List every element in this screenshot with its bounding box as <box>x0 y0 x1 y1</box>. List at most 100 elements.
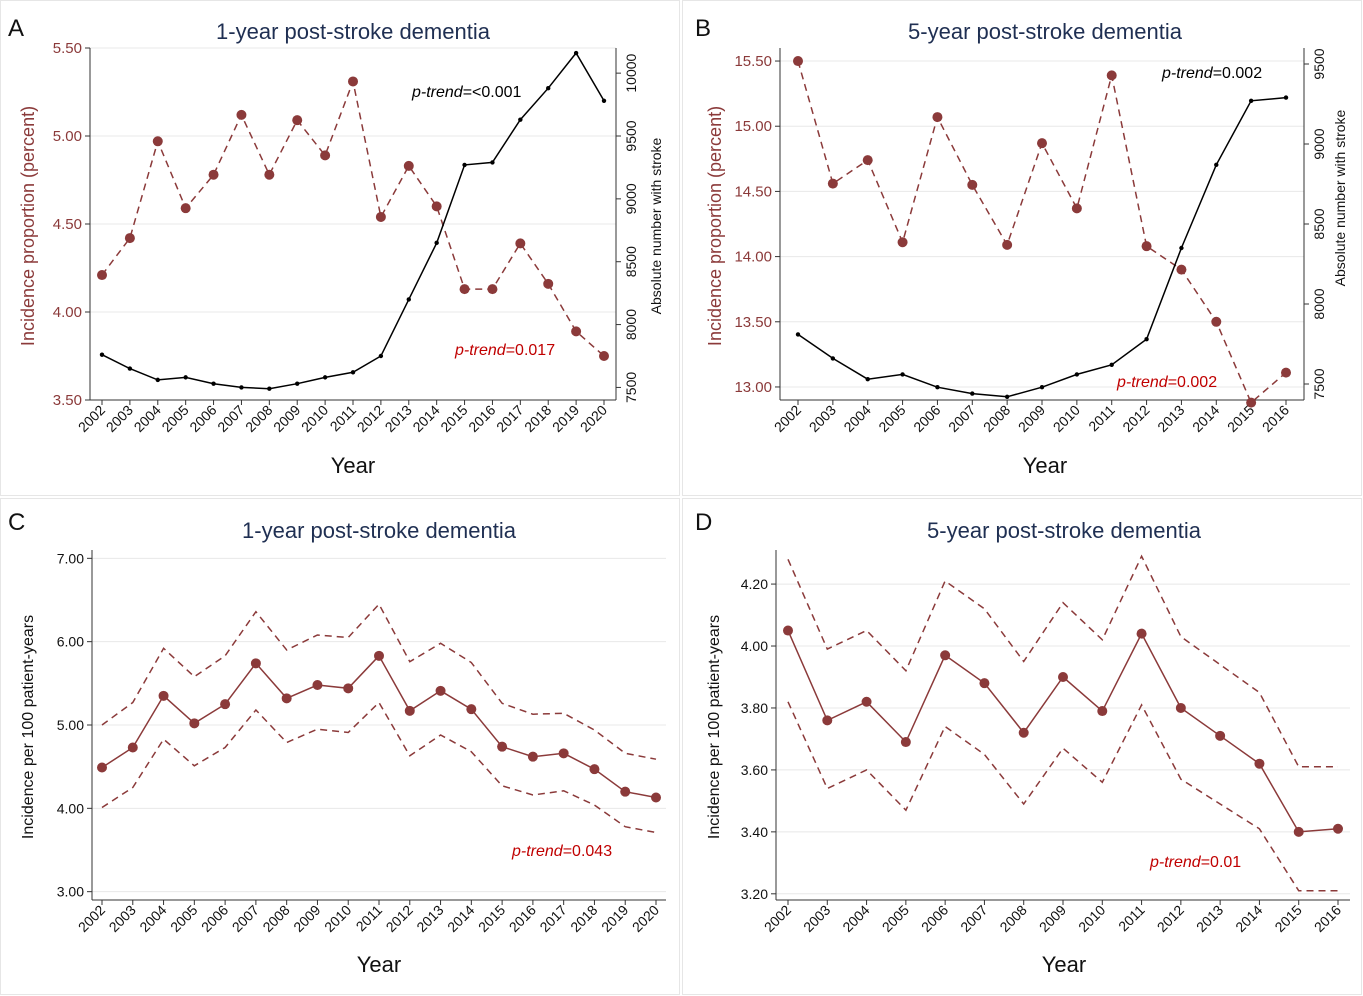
data-point <box>378 353 384 359</box>
chart-title: 5-year post-stroke dementia <box>927 518 1202 543</box>
data-point <box>1071 203 1082 214</box>
data-point <box>1293 826 1304 837</box>
data-point <box>220 699 231 710</box>
y-axis-label: Incidence per 100 patient-years <box>706 615 723 839</box>
y-tick-label: 15.50 <box>734 53 772 70</box>
data-point <box>459 284 470 295</box>
data-point <box>1333 823 1343 834</box>
data-point <box>1175 702 1186 713</box>
data-point <box>1141 241 1152 252</box>
data-point <box>1144 337 1149 342</box>
data-point <box>208 169 219 180</box>
data-point <box>490 160 495 165</box>
p-trend-annotation: p-trend=0.043 <box>511 843 612 860</box>
data-point <box>350 370 356 375</box>
data-point <box>1176 264 1187 275</box>
data-point <box>897 237 908 248</box>
data-point <box>189 718 200 729</box>
p-trend-annotation: p-trend=0.01 <box>1149 854 1241 871</box>
y-tick-label: 4.20 <box>741 576 768 592</box>
data-point <box>827 178 838 189</box>
data-point <box>601 98 607 104</box>
y2-tick-label: 9000 <box>623 183 639 214</box>
data-point <box>281 693 292 704</box>
chart-title: 1-year post-stroke dementia <box>242 518 517 543</box>
data-point <box>375 211 386 222</box>
p-trend-annotation: p-trend=0.002 <box>1116 374 1217 391</box>
data-point <box>1254 758 1265 769</box>
y-tick-label: 6.00 <box>57 634 84 650</box>
data-point <box>571 326 582 337</box>
y-tick-label: 5.00 <box>57 717 84 733</box>
data-point <box>527 751 538 762</box>
data-point <box>267 386 272 391</box>
series-line-upper-95-ci <box>787 554 1338 768</box>
data-point <box>292 115 303 126</box>
x-axis-label: Year <box>331 453 375 478</box>
panel-letter-a: A <box>8 15 24 42</box>
x-axis-label: Year <box>1042 952 1086 977</box>
y-tick-label: 14.50 <box>734 183 772 200</box>
y-tick-label: 5.50 <box>53 40 82 57</box>
y-tick-label: 4.00 <box>741 638 768 654</box>
y-axis-label: Incidence proportion (percent) <box>18 106 38 346</box>
y-tick-label: 3.80 <box>741 700 768 716</box>
data-point <box>1281 367 1291 378</box>
y2-tick-label: 8000 <box>623 309 639 340</box>
y-tick-label: 5.00 <box>53 128 82 145</box>
y-tick-label: 7.00 <box>57 550 84 566</box>
data-point <box>374 650 384 661</box>
y-tick-label: 4.00 <box>57 800 84 816</box>
data-point <box>250 658 261 669</box>
data-point <box>406 297 411 302</box>
data-point <box>793 56 803 67</box>
y2-tick-label: 9500 <box>1311 48 1327 79</box>
p-trend-annotation: p-trend=<0.001 <box>411 84 522 101</box>
data-point <box>497 741 508 752</box>
data-point <box>1039 385 1045 390</box>
chart-title: 5-year post-stroke dementia <box>908 19 1183 44</box>
data-point <box>434 240 439 246</box>
data-point <box>322 375 328 380</box>
data-point <box>320 150 331 161</box>
x-axis-label: Year <box>357 952 401 977</box>
data-point <box>1211 316 1222 327</box>
p-trend-annotation: p-trend=0.002 <box>1161 65 1262 82</box>
data-point <box>348 76 358 87</box>
data-point <box>1283 95 1289 100</box>
data-point <box>264 169 275 180</box>
data-point <box>239 385 244 390</box>
data-point <box>403 160 414 171</box>
y-tick-label: 14.00 <box>734 249 772 266</box>
data-point <box>546 86 551 91</box>
chart-title: 1-year post-stroke dementia <box>216 19 491 44</box>
plot-area: 3.50 4.00 4.50 5.00 5.50 7500 8000 8500 9000 9500… <box>53 40 639 435</box>
data-point <box>795 332 801 337</box>
data-point <box>1136 628 1147 639</box>
data-point <box>862 155 873 166</box>
y-tick-label: 3.50 <box>53 392 82 409</box>
data-point <box>404 705 415 716</box>
panel-letter-c: C <box>8 509 25 536</box>
data-point <box>1037 138 1047 149</box>
panel-d: D 5-year post-stroke dementia 3.20 3.40 3.… <box>682 498 1363 996</box>
data-point <box>127 742 138 753</box>
data-point <box>1004 394 1010 399</box>
data-point <box>970 391 975 396</box>
data-point <box>155 377 160 383</box>
data-point <box>1109 362 1114 367</box>
data-point <box>543 278 554 289</box>
data-point <box>97 270 107 281</box>
y2-axis-label: Absolute number with stroke <box>1332 109 1348 286</box>
panel-b: B 5-year post-stroke dementia 13.00 13.50… <box>682 0 1363 496</box>
series-line-lower-95-ci <box>101 701 657 834</box>
data-point <box>651 792 661 803</box>
data-point <box>180 203 191 214</box>
data-point <box>152 136 163 147</box>
y-tick-label: 3.00 <box>57 884 84 900</box>
data-point <box>487 284 498 295</box>
data-point <box>935 385 940 390</box>
data-point <box>558 748 569 759</box>
data-point <box>1215 730 1226 741</box>
